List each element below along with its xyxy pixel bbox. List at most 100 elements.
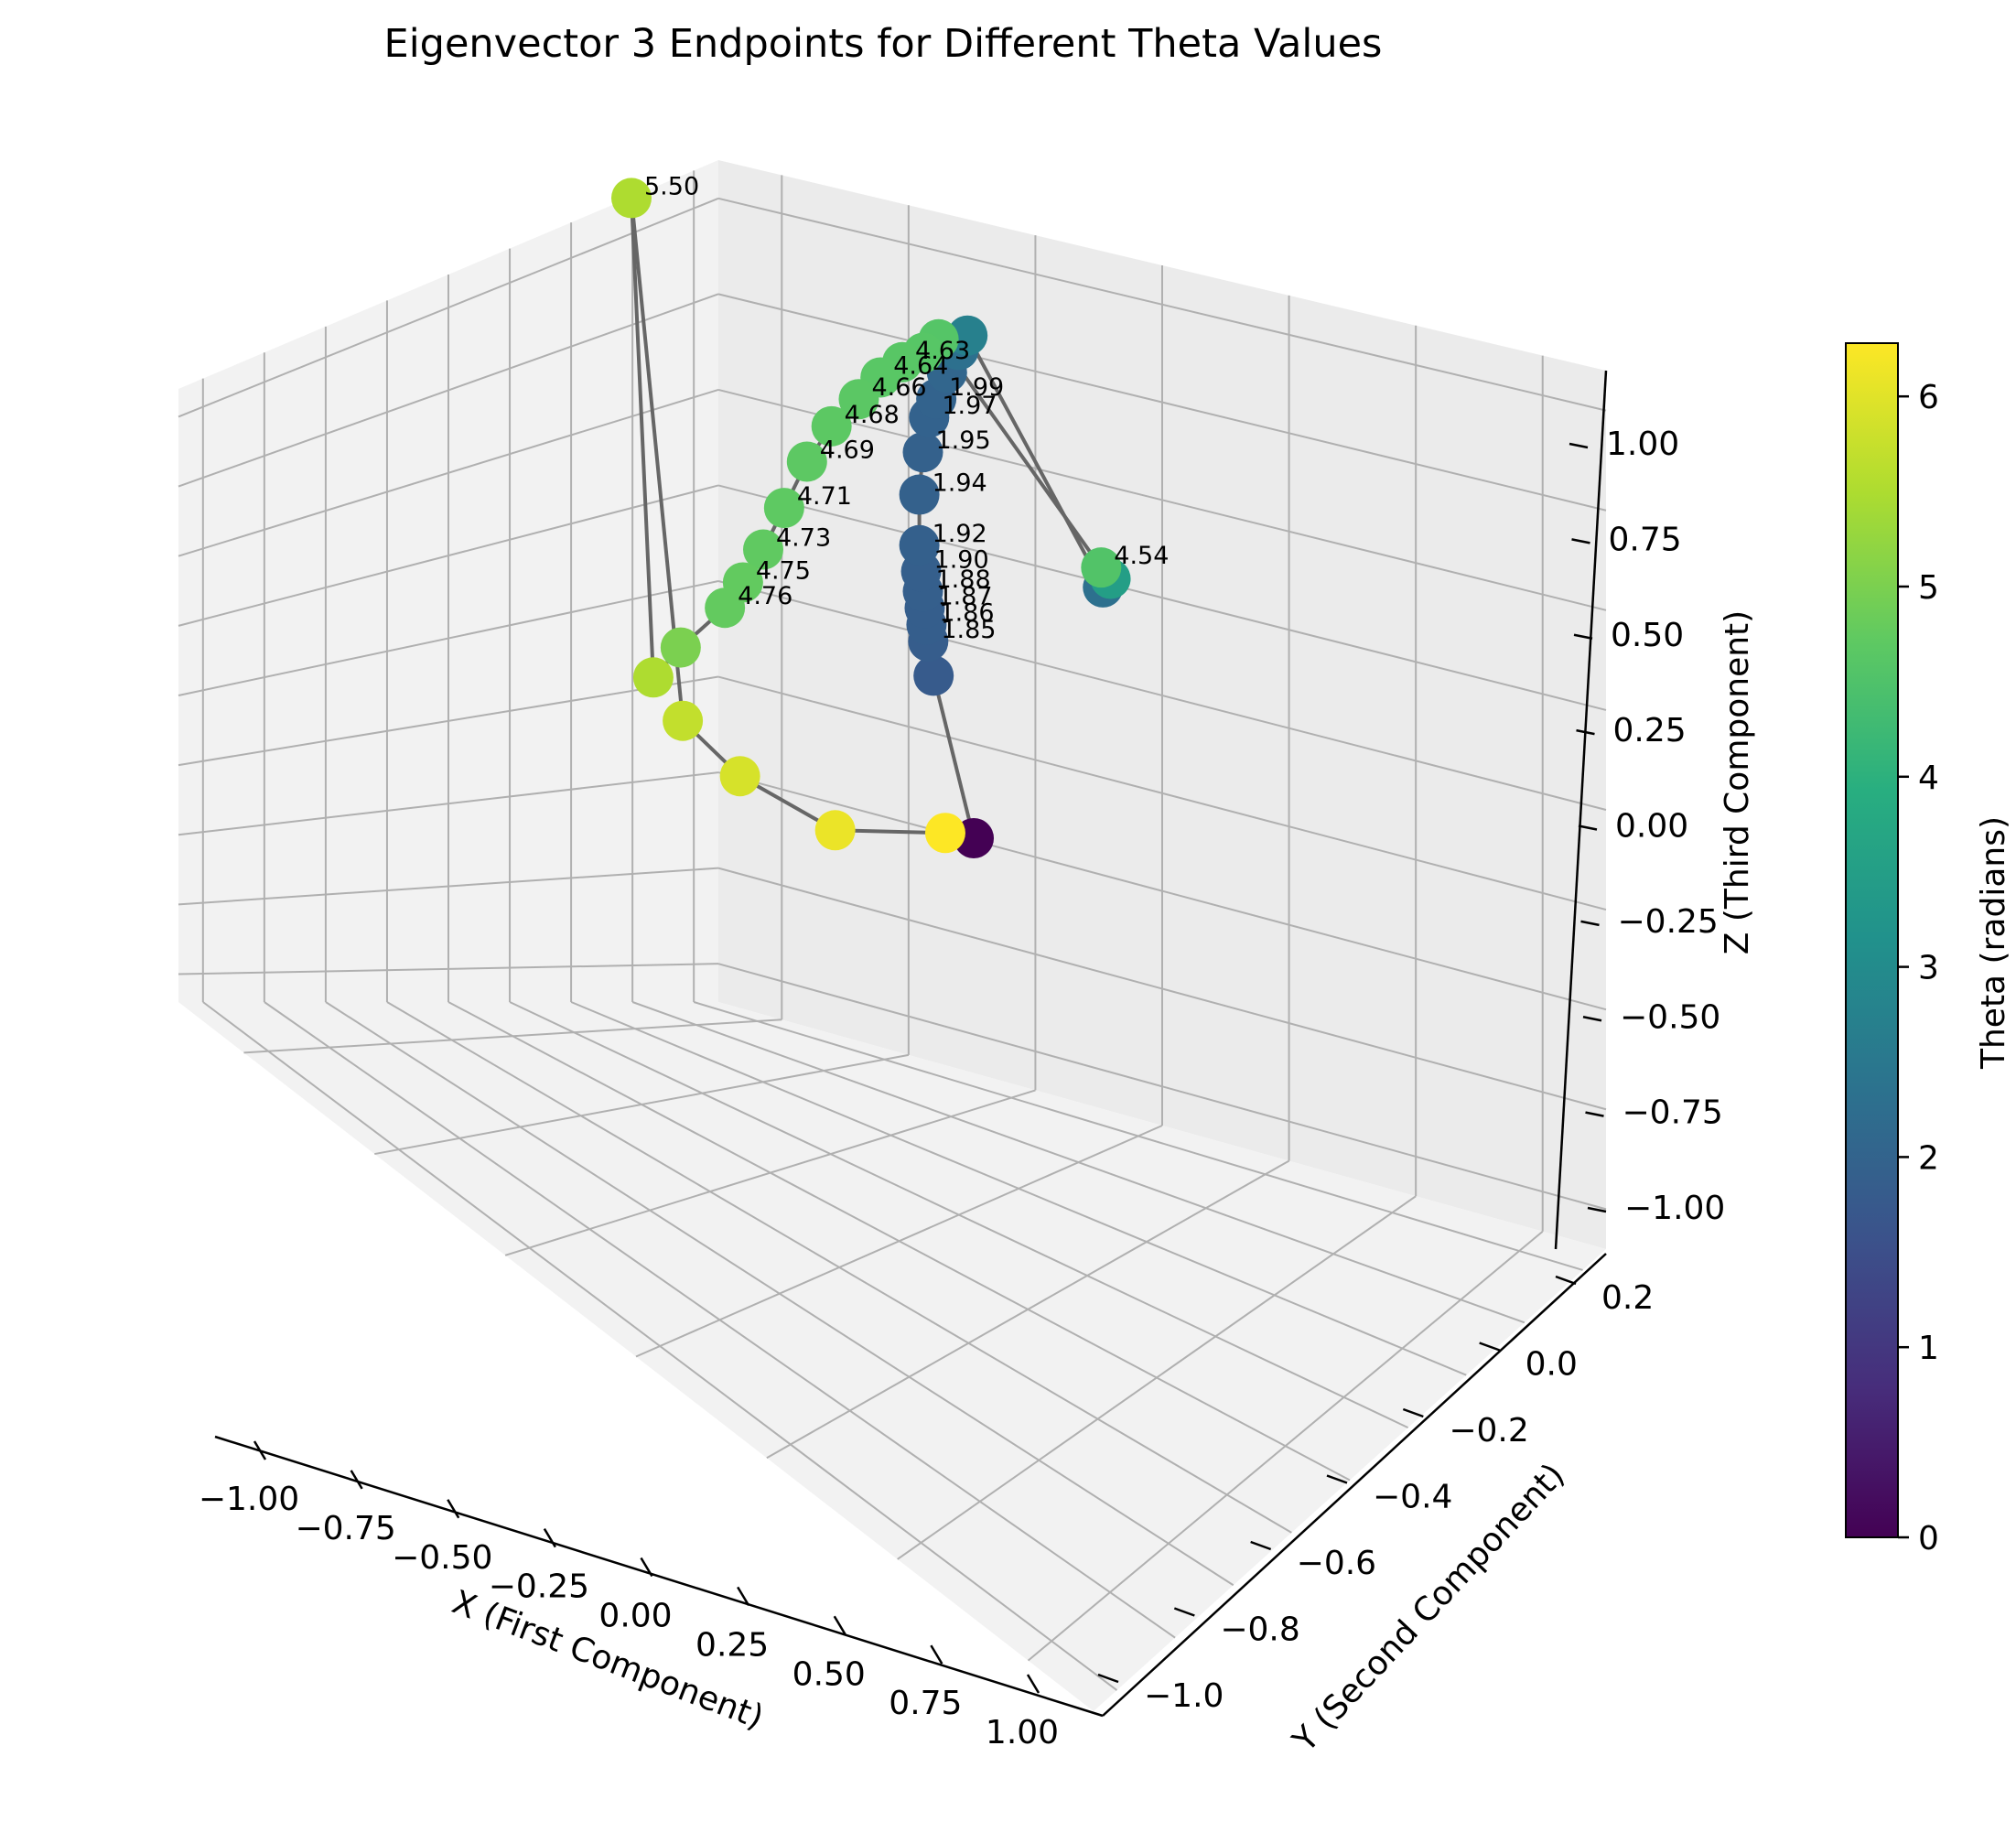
z-tick-mark (1580, 920, 1600, 927)
grid-z-left (178, 771, 719, 836)
z-tick-label: −1.00 (1624, 1190, 1725, 1227)
axes: −1.00−0.75−0.50−0.250.000.250.500.751.00… (199, 370, 1725, 1751)
point-label: 1.87 (937, 582, 992, 610)
z-tick-label: 0.25 (1613, 712, 1687, 749)
z-tick-mark (1573, 633, 1593, 640)
grid-z-left (178, 963, 719, 975)
point-label: 4.75 (756, 556, 811, 585)
data-point (719, 756, 760, 797)
z-tick-label: 0.50 (1611, 617, 1684, 654)
point-label: 4.63 (915, 337, 970, 365)
x-tick-mark (447, 1499, 460, 1519)
gridlines (178, 170, 1607, 1691)
y-tick-label: −0.6 (1297, 1545, 1376, 1582)
point-label: 4.76 (738, 582, 792, 610)
z-tick-label: −0.50 (1620, 998, 1720, 1036)
point-label: 1.99 (949, 373, 1004, 402)
point-label: 1.92 (933, 520, 987, 548)
z-axis-line (1554, 370, 1608, 1250)
pane-floor (178, 1002, 1606, 1711)
data-point (743, 529, 783, 570)
z-tick-label: 0.00 (1615, 808, 1688, 846)
grid-x-floor (264, 1001, 1176, 1639)
z-axis-label: Z (Third Component) (1719, 610, 1756, 954)
z-tick-mark (1571, 538, 1590, 544)
z-tick-label: 1.00 (1606, 426, 1679, 463)
data-point (811, 405, 852, 447)
colorbar-ticks: 0 1 2 3 4 5 6 (1898, 379, 1939, 1557)
colorbar (1845, 342, 1899, 1538)
y-tick-label: −0.8 (1220, 1611, 1299, 1649)
y-tick-mark (1250, 1540, 1272, 1551)
point-label: 4.66 (871, 373, 926, 402)
z-tick-mark (1585, 1111, 1604, 1117)
x-tick-label: −0.25 (489, 1568, 589, 1606)
point-label: 4.71 (797, 482, 852, 511)
z-tick-mark (1576, 728, 1595, 736)
point-label: 4.54 (1114, 542, 1169, 570)
z-tick-label: −0.75 (1623, 1094, 1723, 1132)
data-point (899, 524, 940, 566)
data-point (924, 813, 965, 854)
point-label: 4.64 (893, 351, 948, 380)
x-tick-mark (253, 1440, 267, 1460)
point-label: 1.95 (936, 426, 991, 455)
point-label: 1.86 (939, 599, 994, 628)
grid-x-floor (447, 1001, 1351, 1482)
x-tick-label: 0.00 (598, 1598, 672, 1635)
z-tick-mark (1569, 442, 1589, 449)
data-point (1081, 547, 1122, 588)
data-point (899, 474, 940, 515)
data-point (913, 655, 954, 696)
z-tick-mark (1587, 1206, 1607, 1213)
z-tick-mark (1578, 824, 1598, 831)
colorbar-tick-label: 3 (1918, 950, 1939, 987)
x-tick-label: −0.50 (392, 1539, 492, 1577)
colorbar-label: Theta (radians) (1975, 816, 2012, 1070)
data-points (611, 178, 1131, 858)
grid-z-left (178, 580, 719, 696)
x-tick-label: 0.50 (792, 1655, 866, 1693)
grid-x-floor (570, 1001, 1467, 1376)
y-tick-label: −0.4 (1373, 1479, 1452, 1516)
y-tick-mark (1097, 1673, 1119, 1684)
x-tick-label: 0.25 (695, 1626, 769, 1664)
point-label: 4.69 (820, 436, 875, 464)
data-point (632, 657, 674, 698)
z-tick-label: 0.75 (1609, 521, 1682, 558)
z-tick-label: −0.25 (1618, 903, 1719, 941)
grid-x-floor (202, 1001, 1118, 1691)
point-label: 1.88 (936, 566, 991, 594)
y-tick-mark (1402, 1407, 1424, 1418)
y-tick-mark (1173, 1607, 1195, 1617)
x-tick-label: 0.75 (889, 1685, 962, 1722)
y-axis-line (1102, 1253, 1607, 1717)
y-tick-label: 0.0 (1525, 1346, 1578, 1384)
point-label: 4.73 (776, 524, 831, 553)
x-tick-mark (833, 1615, 846, 1635)
x-axis-line (214, 1435, 1104, 1718)
z-tick-mark (1582, 1016, 1602, 1022)
data-point (902, 432, 943, 473)
y-tick-mark (1479, 1342, 1501, 1352)
grid-z-left (178, 867, 719, 906)
point-labels: 1.851.861.871.881.901.92 1.94 1.95 1.971.99… (644, 172, 1169, 643)
chart-title: Eigenvector 3 Endpoints for Different Th… (384, 21, 1383, 67)
colorbar-tick-label: 0 (1918, 1520, 1939, 1557)
grid-z-left (178, 197, 719, 418)
connecting-segment (965, 334, 1105, 588)
point-label: 1.90 (934, 545, 989, 574)
grid-x-floor (509, 1001, 1409, 1429)
x-tick-mark (1026, 1674, 1040, 1694)
point-label: 4.68 (845, 401, 900, 429)
y-tick-mark (1326, 1474, 1348, 1484)
y-tick-label: 0.2 (1601, 1279, 1654, 1317)
x-tick-label: 1.00 (986, 1714, 1059, 1751)
data-point (786, 441, 827, 482)
grid-z-left (178, 293, 719, 488)
x-tick-label: −0.75 (295, 1510, 395, 1547)
data-point (763, 488, 804, 529)
x-tick-label: −1.00 (199, 1481, 299, 1518)
grid-x-floor (325, 1001, 1234, 1587)
